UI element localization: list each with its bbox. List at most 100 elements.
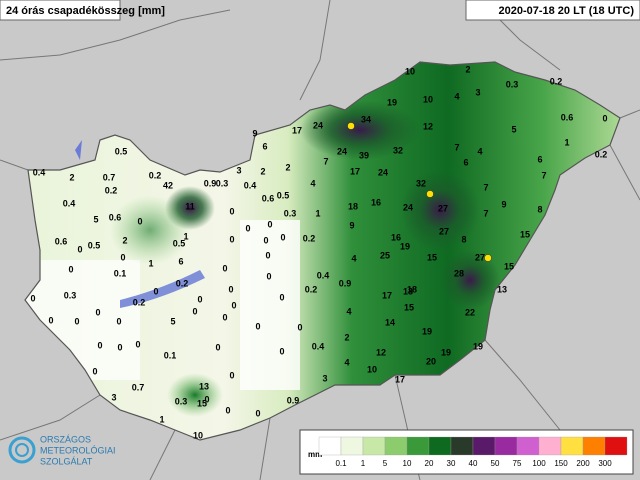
station-value: 5 xyxy=(93,214,98,224)
station-value: 6 xyxy=(262,141,267,151)
legend-unit: mm xyxy=(308,450,322,459)
station-value: 3 xyxy=(111,392,116,402)
legend-label: 200 xyxy=(576,459,590,468)
station-value: 0 xyxy=(229,234,234,244)
station-value: 4 xyxy=(477,146,482,156)
station-value: 13 xyxy=(403,286,413,296)
station-value: 1 xyxy=(315,208,320,218)
station-value: 0 xyxy=(280,232,285,242)
legend-label: 300 xyxy=(598,459,612,468)
station-value: 0.3 xyxy=(175,396,188,406)
station-value: 9 xyxy=(501,199,506,209)
station-value: 0.3 xyxy=(64,290,77,300)
station-value: 2 xyxy=(122,235,127,245)
station-value: 0.1 xyxy=(114,268,127,278)
station-value: 0 xyxy=(215,342,220,352)
station-value: 17 xyxy=(350,166,360,176)
legend-label: 50 xyxy=(491,459,500,468)
station-value: 19 xyxy=(441,347,451,357)
station-value: 0 xyxy=(279,292,284,302)
station-value: 6 xyxy=(178,256,183,266)
station-value: 0.5 xyxy=(173,238,186,248)
station-value: 2 xyxy=(344,332,349,342)
station-value: 0.7 xyxy=(132,382,145,392)
legend-swatch xyxy=(384,436,408,456)
station-value: 1 xyxy=(183,231,188,241)
title-box xyxy=(0,0,121,21)
station-value: 1 xyxy=(564,137,569,147)
station-value: 0.2 xyxy=(550,76,563,86)
legend-swatch xyxy=(604,436,628,456)
station-value: 15 xyxy=(404,302,414,312)
station-value: 5 xyxy=(511,124,516,134)
station-value: 32 xyxy=(416,178,426,188)
station-value: 19 xyxy=(387,97,397,107)
station-value: 0.6 xyxy=(561,112,574,122)
station-value: 0 xyxy=(255,408,260,418)
station-value: 12 xyxy=(423,121,433,131)
station-value: 9 xyxy=(349,220,354,230)
station-value: 7 xyxy=(454,142,459,152)
station-value: 7 xyxy=(483,182,488,192)
station-value: 0.3 xyxy=(284,208,297,218)
station-value: 17 xyxy=(395,374,405,384)
lake xyxy=(75,140,82,160)
station-value: 27 xyxy=(439,226,449,236)
station-value: 2 xyxy=(260,166,265,176)
station-value: 2 xyxy=(69,172,74,182)
station-value: 0 xyxy=(92,366,97,376)
station-value: 0 xyxy=(229,206,234,216)
station-value: 19 xyxy=(422,326,432,336)
legend-swatch xyxy=(340,436,364,456)
station-value: 13 xyxy=(199,381,209,391)
station-value: 7 xyxy=(483,208,488,218)
station-value: 0.2 xyxy=(149,170,162,180)
station-value: 0.5 xyxy=(115,146,128,156)
station-value: 1 xyxy=(148,258,153,268)
station-value: 0 xyxy=(117,342,122,352)
station-value: 0.2 xyxy=(303,233,316,243)
station-value: 0 xyxy=(68,264,73,274)
station-value: 25 xyxy=(380,250,390,260)
title: 24 órás csapadékösszeg [mm] xyxy=(6,5,165,17)
station-value: 11 xyxy=(185,201,195,211)
legend-swatch xyxy=(318,436,342,456)
station-value: 24 xyxy=(403,202,413,212)
station-value: 0 xyxy=(197,294,202,304)
station-value: 34 xyxy=(361,114,371,124)
station-value: 0.4 xyxy=(33,167,46,177)
station-value: 0 xyxy=(255,321,260,331)
legend-label: 0.1 xyxy=(335,459,347,468)
station-value: 4 xyxy=(310,178,315,188)
station-value: 10 xyxy=(423,94,433,104)
station-value: 0 xyxy=(222,312,227,322)
station-value: 0 xyxy=(245,223,250,233)
station-value: 10 xyxy=(193,430,203,440)
station-value: 0.4 xyxy=(63,198,76,208)
station-value: 0.7 xyxy=(103,172,116,182)
station-value: 0.4 xyxy=(317,270,330,280)
legend-label: 100 xyxy=(532,459,546,468)
station-value: 7 xyxy=(541,170,546,180)
station-value: 0 xyxy=(229,370,234,380)
station-value: 4 xyxy=(454,91,459,101)
station-value: 0.9 xyxy=(204,178,217,188)
station-value: 0.4 xyxy=(312,341,325,351)
station-value: 24 xyxy=(313,120,323,130)
station-value: 0 xyxy=(116,316,121,326)
station-value: 18 xyxy=(407,284,417,294)
station-value: 0.6 xyxy=(55,236,68,246)
station-value: 14 xyxy=(385,317,395,327)
station-value: 15 xyxy=(197,398,207,408)
station-value: 7 xyxy=(323,156,328,166)
legend-label: 5 xyxy=(383,459,388,468)
legend-label: 20 xyxy=(425,459,434,468)
legend-label: 75 xyxy=(513,459,522,468)
station-value: 0 xyxy=(97,340,102,350)
legend-swatch xyxy=(538,436,562,456)
station-value: 0 xyxy=(135,339,140,349)
station-value: 2 xyxy=(465,64,470,74)
station-value: 28 xyxy=(454,268,464,278)
legend-swatch xyxy=(428,436,452,456)
